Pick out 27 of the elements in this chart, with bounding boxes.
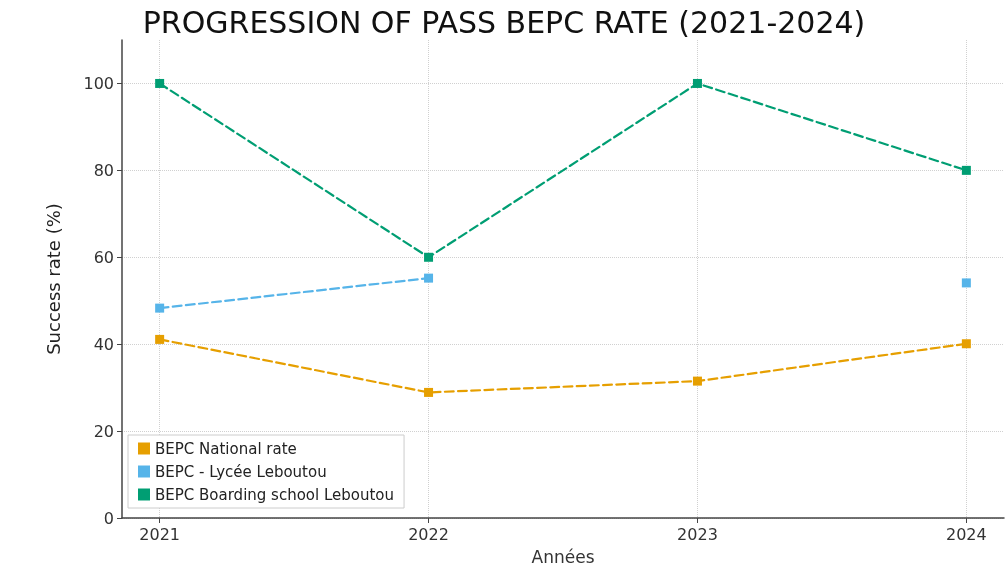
point — [692, 376, 702, 386]
x-tick-label: 2022 — [408, 524, 449, 544]
legend-label: BEPC National rate — [155, 439, 297, 458]
legend-label: BEPC - Lycée Leboutou — [155, 462, 327, 481]
y-axis-title: Success rate (%) — [42, 203, 64, 355]
y-tick-label: 80 — [93, 160, 114, 180]
point — [692, 78, 702, 88]
point — [424, 273, 434, 283]
point — [155, 78, 165, 88]
point — [961, 339, 971, 349]
point — [961, 165, 971, 175]
point — [961, 278, 971, 288]
point — [155, 303, 165, 313]
point — [424, 252, 434, 262]
chart-title: PROGRESSION OF PASS BEPC RATE (2021-2024) — [142, 4, 866, 40]
point — [424, 387, 434, 397]
y-tick-label: 20 — [93, 421, 114, 441]
y-tick-label: 60 — [93, 247, 114, 267]
point — [155, 334, 165, 344]
y-tick-label: 0 — [103, 508, 114, 528]
x-tick-label: 2024 — [945, 524, 987, 544]
y-tick-label: 100 — [83, 73, 114, 93]
legend-label: BEPC Boarding school Leboutou — [155, 485, 395, 504]
x-axis-title: Années — [531, 546, 595, 567]
y-tick-label: 40 — [93, 334, 114, 354]
x-tick-label: 2021 — [139, 524, 181, 544]
x-tick-label: 2023 — [677, 524, 718, 544]
